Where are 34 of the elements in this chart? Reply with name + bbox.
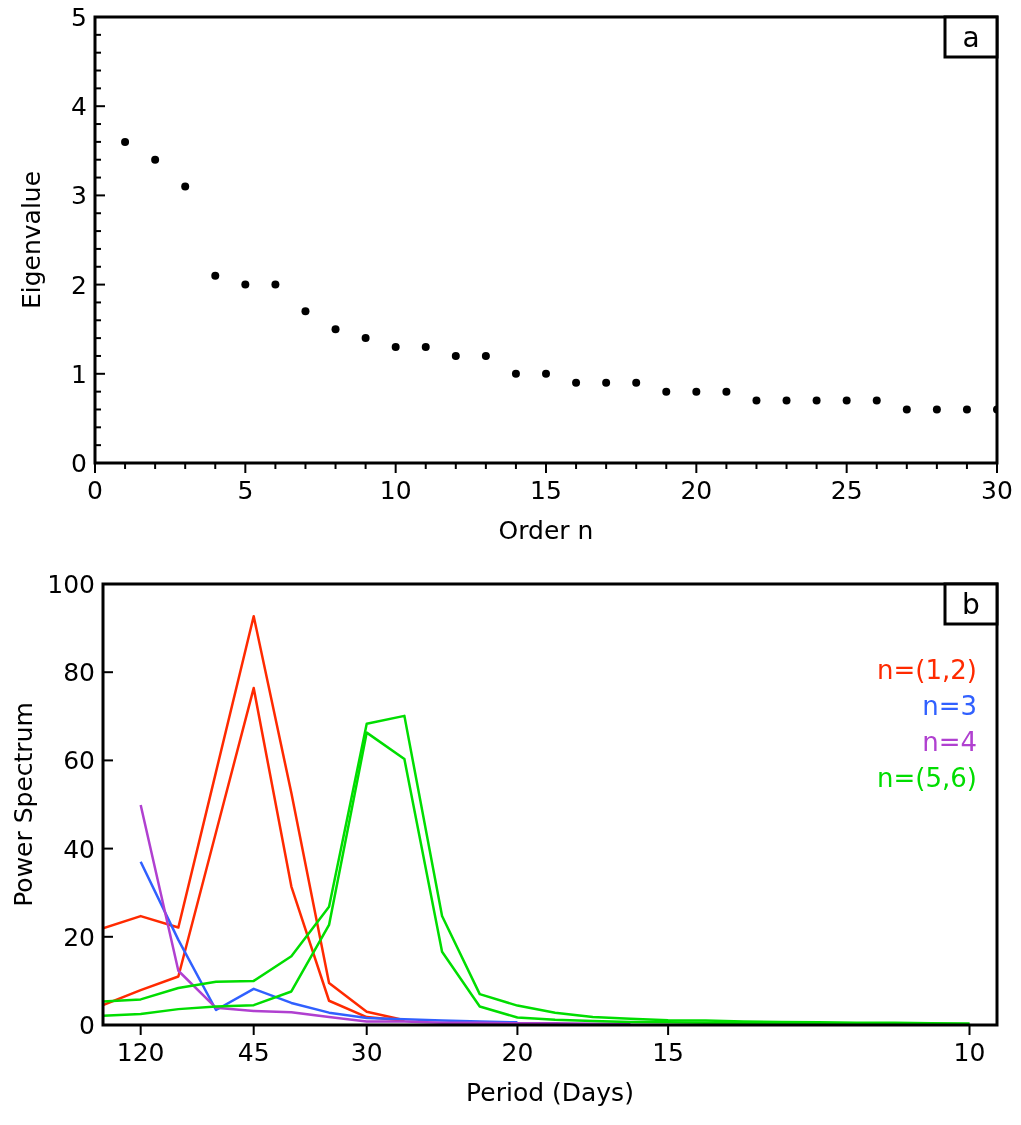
text: n=4 xyxy=(922,727,977,757)
y-axis-title: Eigenvalue xyxy=(17,170,46,310)
x-tick-label: 20 xyxy=(501,1038,534,1067)
x-tick-label: 20 xyxy=(680,476,713,505)
annotation: a xyxy=(962,21,980,54)
text: n=(1,2) xyxy=(877,655,977,685)
text: n=(5,6) xyxy=(877,763,977,793)
y-tick-label: 0 xyxy=(71,449,87,478)
y-tick-label: 100 xyxy=(47,570,95,599)
y-tick-label: 4 xyxy=(71,92,87,122)
annotation: b xyxy=(962,588,980,621)
y-tick-label: 80 xyxy=(63,658,95,688)
y-tick-label: 1 xyxy=(71,359,87,389)
y-tick-label: 20 xyxy=(63,922,95,952)
x-tick-label: 10 xyxy=(953,1038,986,1067)
text: n=3 xyxy=(922,691,977,721)
x-tick-label: 30 xyxy=(981,476,1013,505)
y-tick-label: 0 xyxy=(79,1011,95,1040)
y-tick-label: 40 xyxy=(63,834,95,864)
x-axis-title: Order n xyxy=(498,516,594,545)
y-axis-title: Power Spectrum xyxy=(9,702,38,907)
x-tick-label: 10 xyxy=(379,476,412,505)
x-axis-title: Period (Days) xyxy=(466,1078,634,1107)
x-tick-label: 5 xyxy=(237,476,254,505)
y-tick-label: 3 xyxy=(71,181,87,211)
y-tick-label: 60 xyxy=(63,746,95,776)
x-tick-label: 15 xyxy=(530,476,562,505)
y-tick-label: 5 xyxy=(71,3,87,32)
x-tick-label: 15 xyxy=(652,1038,685,1067)
x-tick-label: 30 xyxy=(350,1038,383,1067)
x-tick-label: 45 xyxy=(237,1038,270,1067)
x-tick-label: 120 xyxy=(116,1038,165,1067)
x-tick-label: 25 xyxy=(830,476,863,505)
y-tick-label: 2 xyxy=(71,270,87,300)
